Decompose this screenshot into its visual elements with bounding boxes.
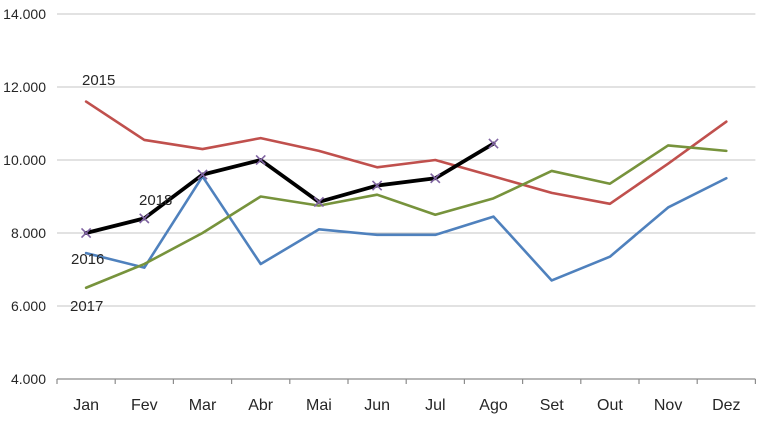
marker-stroke (313, 196, 325, 208)
marker-2018-Abr (255, 154, 266, 166)
y-tick-label-10.000: 10.000 (3, 152, 46, 168)
x-tick-label-Jul: Jul (425, 397, 445, 414)
x-tick-label-Mar: Mar (189, 397, 217, 414)
marker-stroke (255, 154, 266, 166)
marker-2018-Mar (197, 169, 208, 180)
x-tick-label-Nov: Nov (654, 397, 682, 414)
y-tick-label-4.000: 4.000 (11, 371, 46, 387)
year-label-2016: 2016 (71, 251, 104, 268)
marker-2018-Ago (488, 138, 499, 149)
y-tick-label-14.000: 14.000 (3, 6, 46, 22)
gridlines-group (57, 13, 756, 307)
markers-group (80, 138, 499, 239)
series-line-2017 (84, 144, 728, 290)
x-tick-label-Mai: Mai (306, 397, 332, 414)
marker-stroke (488, 138, 499, 149)
x-tick-label-Jan: Jan (73, 397, 99, 414)
x-tick-label-Dez: Dez (712, 397, 740, 414)
marker-stroke (430, 173, 441, 184)
series-line-2016 (84, 175, 728, 282)
marker-stroke (371, 180, 383, 191)
x-tick-label-Jun: Jun (364, 397, 390, 414)
marker-2018-Fev (139, 213, 150, 224)
year-labels-group: 2015 2018 2016 2017 (70, 72, 172, 315)
y-axis-labels-group: 14.000 12.000 10.000 8.000 6.000 4.000 (3, 6, 46, 387)
y-tick-label-6.000: 6.000 (11, 298, 46, 314)
x-tick-label-Abr: Abr (248, 397, 274, 414)
y-tick-label-8.000: 8.000 (11, 225, 46, 241)
marker-2018-Jan (80, 227, 92, 239)
x-tick-label-Fev: Fev (131, 397, 158, 414)
marker-2018-Mai (313, 196, 325, 208)
y-tick-label-12.000: 12.000 (3, 79, 46, 95)
series-line-2015 (84, 100, 728, 206)
marker-stroke (80, 227, 92, 239)
marker-stroke (139, 213, 150, 224)
series-line-2018 (84, 141, 496, 235)
year-label-2015: 2015 (82, 72, 115, 89)
x-tick-label-Set: Set (540, 397, 565, 414)
x-tick-label-Ago: Ago (479, 397, 508, 414)
x-tick-label-Out: Out (597, 397, 623, 414)
year-label-2017: 2017 (70, 298, 103, 315)
marker-2018-Jun (371, 180, 383, 191)
series-group (84, 100, 728, 290)
marker-2018-Jul (430, 173, 441, 184)
year-label-2018: 2018 (139, 192, 172, 209)
axis-group (56, 378, 757, 384)
x-axis-labels-group: Jan Fev Mar Abr Mai Jun Jul Ago Set Out Nov Dez (73, 397, 740, 414)
marker-stroke (197, 169, 208, 180)
